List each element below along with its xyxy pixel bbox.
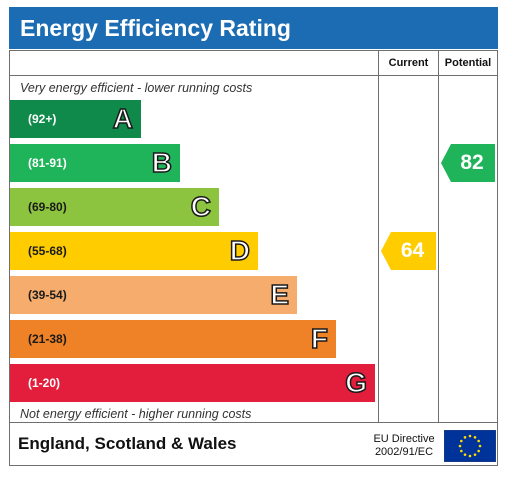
eu-star-icon xyxy=(478,444,482,448)
directive-line-1: EU Directive xyxy=(373,433,435,445)
band-letter: F xyxy=(310,322,329,355)
current-column-header: Current xyxy=(388,57,429,69)
eu-star-icon xyxy=(463,453,467,456)
eu-star-icon xyxy=(477,449,480,453)
eu-star-icon xyxy=(473,436,477,439)
band-range-label: (1-20) xyxy=(28,376,61,390)
eu-flag-icon xyxy=(444,430,496,462)
top-note: Very energy efficient - lower running co… xyxy=(20,81,253,95)
band-range-label: (55-68) xyxy=(28,244,67,258)
band-letter: E xyxy=(270,278,290,311)
band-f: (21-38) F xyxy=(10,320,336,358)
current-column-divider xyxy=(378,51,379,422)
band-d: (55-68) D xyxy=(10,232,258,270)
region-label: England, Scotland & Wales xyxy=(18,434,237,453)
band-range-label: (39-54) xyxy=(28,288,67,302)
eu-star-icon xyxy=(477,439,480,443)
band-letter: A xyxy=(112,102,134,135)
header-divider xyxy=(10,75,497,76)
eu-star-icon xyxy=(468,454,472,458)
bottom-note: Not energy efficient - higher running co… xyxy=(20,407,252,421)
eu-star-icon xyxy=(473,453,477,456)
eu-star-icon xyxy=(468,434,472,438)
footer-divider xyxy=(10,422,497,423)
eu-star-icon xyxy=(463,436,467,439)
rating-chart: Current Potential Very energy efficient … xyxy=(9,50,498,466)
band-letter: G xyxy=(344,366,367,399)
band-g: (1-20) G xyxy=(10,364,375,402)
page-title: Energy Efficiency Rating xyxy=(9,7,498,49)
current-rating-indicator: 64 xyxy=(381,232,436,270)
eu-directive: EU Directive 2002/91/EC xyxy=(366,433,442,459)
band-letter: C xyxy=(190,190,212,223)
band-range-label: (21-38) xyxy=(28,332,67,346)
eu-star-icon xyxy=(460,449,463,453)
band-a: (92+) A xyxy=(10,100,141,138)
potential-rating-indicator: 82 xyxy=(441,144,495,182)
band-letter: B xyxy=(151,146,173,179)
band-range-label: (92+) xyxy=(28,112,57,126)
band-b: (81-91) B xyxy=(10,144,180,182)
potential-column-divider xyxy=(438,51,439,422)
band-range-label: (69-80) xyxy=(28,200,67,214)
eu-star-icon xyxy=(460,439,463,443)
band-c: (69-80) C xyxy=(10,188,219,226)
directive-line-2: 2002/91/EC xyxy=(374,446,434,458)
band-range-label: (81-91) xyxy=(28,156,67,170)
band-letter: D xyxy=(229,234,251,267)
potential-column-header: Potential xyxy=(444,57,492,69)
eu-star-icon xyxy=(458,444,462,448)
band-e: (39-54) E xyxy=(10,276,297,314)
